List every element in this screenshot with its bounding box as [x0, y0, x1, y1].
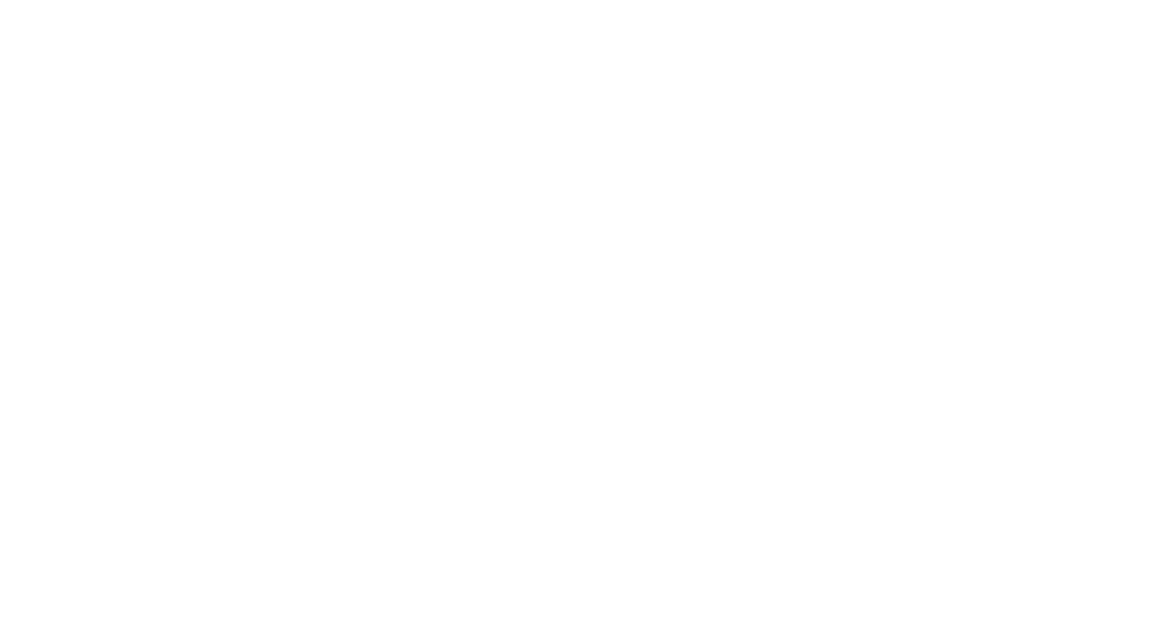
Bar [383, 328, 386, 387]
Bar [960, 340, 962, 387]
Bar [1005, 445, 1008, 499]
Bar [970, 228, 974, 275]
Bar [386, 115, 389, 163]
Bar [960, 227, 962, 275]
Bar [924, 96, 928, 163]
Bar [924, 326, 928, 387]
Bar [924, 212, 928, 275]
Bar [386, 342, 389, 387]
Bar [667, 190, 669, 275]
Bar [960, 115, 962, 163]
X-axis label: f1 (ppm): f1 (ppm) [569, 540, 630, 554]
Bar [922, 429, 926, 499]
Text: Soya oil: Soya oil [87, 179, 134, 191]
Bar [898, 451, 901, 499]
Bar [922, 89, 926, 163]
Bar [921, 311, 923, 387]
Bar [667, 420, 669, 499]
Bar [970, 342, 974, 387]
Text: –1: –1 [1088, 417, 1101, 429]
Bar [935, 108, 937, 163]
Bar [155, 340, 158, 387]
Text: –2: –2 [1088, 305, 1101, 317]
Bar [748, 232, 750, 275]
Text: CH=CH: CH=CH [363, 418, 407, 431]
Text: Soya biodiesel: Soya biodiesel [48, 67, 134, 79]
Bar [667, 78, 669, 163]
Bar [943, 337, 947, 387]
Text: Corn oil: Corn oil [88, 291, 134, 303]
Text: OCH2: OCH2 [699, 435, 731, 447]
Bar [383, 438, 386, 499]
Bar [898, 339, 901, 387]
Bar [748, 347, 750, 387]
Bar [155, 228, 158, 275]
Bar [714, 344, 716, 387]
Bar [155, 448, 158, 499]
Bar [1005, 106, 1008, 163]
Bar [714, 456, 716, 499]
Text: (CH2)n: (CH2)n [902, 404, 943, 417]
Bar [1005, 221, 1008, 275]
Text: Sunflower oil: Sunflower oil [58, 403, 134, 415]
Bar [922, 317, 926, 387]
Text: CH3: CH3 [994, 425, 1018, 438]
Bar [910, 431, 913, 499]
Bar [970, 452, 974, 499]
Bar [921, 81, 923, 163]
Text: their characteristic chemical shift regions.: their characteristic chemical shift regi… [175, 602, 440, 614]
Bar [910, 205, 913, 275]
Bar [924, 438, 928, 499]
Bar [935, 444, 937, 499]
Bar [921, 423, 923, 499]
Text: 125.72 MHz ¹³C NMR spectra of different oils and biodiesel marked with functiona: 125.72 MHz ¹³C NMR spectra of different … [175, 566, 754, 579]
Bar [748, 460, 750, 499]
Bar [970, 112, 974, 163]
Bar [386, 452, 389, 499]
Bar [943, 223, 947, 275]
Bar [806, 109, 808, 163]
Bar [714, 228, 716, 275]
Bar [1005, 336, 1008, 387]
Text: OCH3: OCH3 [728, 89, 761, 102]
Bar [943, 448, 947, 499]
Text: Figure 6: Figure 6 [81, 589, 139, 602]
FancyBboxPatch shape [38, 568, 183, 623]
Bar [921, 196, 923, 275]
Text: OCH: OCH [656, 435, 682, 447]
Bar [935, 333, 937, 387]
Bar [960, 451, 962, 499]
Text: C=O: C=O [142, 427, 169, 440]
Bar [383, 214, 386, 275]
Bar [910, 100, 913, 163]
Bar [910, 319, 913, 387]
Bar [898, 224, 901, 275]
Text: –3: –3 [1088, 193, 1101, 205]
Bar [383, 100, 386, 163]
Bar [935, 220, 937, 275]
Bar [667, 304, 669, 387]
Bar [153, 116, 155, 163]
Bar [386, 228, 389, 275]
Bar [898, 115, 901, 163]
Bar [943, 112, 947, 163]
Text: –4: –4 [1088, 81, 1101, 93]
Bar [922, 203, 926, 275]
